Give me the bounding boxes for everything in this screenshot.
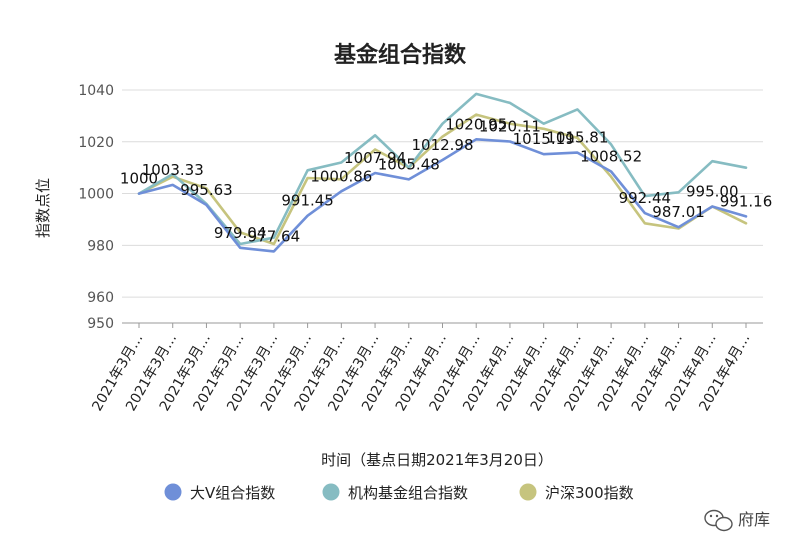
series-lines: [137, 92, 748, 253]
y-tick-label: 980: [87, 238, 114, 254]
chart-title: 基金组合指数: [334, 42, 467, 68]
data-label: 987.01: [652, 203, 705, 221]
y-tick-label: 1040: [78, 83, 114, 99]
data-label: 1003.33: [142, 161, 204, 179]
watermark-text: 府库: [738, 510, 770, 529]
y-tick-label: 1020: [78, 135, 114, 151]
data-label: 1020.95: [445, 115, 507, 133]
data-label: 1000.86: [310, 167, 372, 185]
legend-marker-3: [519, 483, 537, 501]
data-label: 995.63: [180, 181, 233, 199]
x-axis: 2021年3月…2021年3月…2021年3月…2021年3月…2021年3月……: [89, 322, 763, 414]
y-axis-title: 指数点位: [34, 178, 52, 238]
series-line-1: [137, 138, 748, 253]
watermark: 府库: [704, 509, 770, 532]
data-label: 1012.98: [411, 136, 473, 154]
legend-marker-1: [164, 483, 182, 501]
x-axis-title: 时间（基点日期2021年3月20日）: [321, 451, 553, 469]
y-tick-label: 960: [87, 290, 114, 306]
data-label: 1020.11: [479, 117, 541, 135]
data-label: 1007.94: [344, 149, 406, 167]
y-axis: 950 960 980 1000 1020 1040: [78, 83, 114, 332]
data-label: 1005.48: [378, 155, 440, 173]
series-line-3: [137, 113, 748, 246]
data-label: 992.44: [619, 189, 672, 207]
legend: 大V组合指数 机构基金组合指数 沪深300指数: [164, 483, 634, 502]
data-label: 979.04: [214, 224, 267, 242]
y-tick-label: 1000: [78, 187, 114, 203]
data-label: 995.00: [686, 183, 739, 201]
y-tick-label: 950: [87, 316, 114, 332]
wechat-icon: [704, 509, 733, 532]
data-label: 1008.52: [580, 147, 642, 165]
data-label: 1015.81: [546, 129, 608, 147]
legend-label-3: 沪深300指数: [545, 484, 634, 502]
data-label: 977.64: [248, 227, 301, 245]
legend-marker-2: [322, 483, 340, 501]
data-label: 991.45: [281, 192, 334, 210]
data-label: 991.16: [720, 192, 773, 210]
data-label: 1000: [120, 170, 158, 188]
legend-label-1: 大V组合指数: [190, 484, 275, 502]
legend-label-2: 机构基金组合指数: [348, 484, 468, 502]
series-line-2: [137, 92, 748, 246]
data-label: 1015.19: [513, 130, 575, 148]
